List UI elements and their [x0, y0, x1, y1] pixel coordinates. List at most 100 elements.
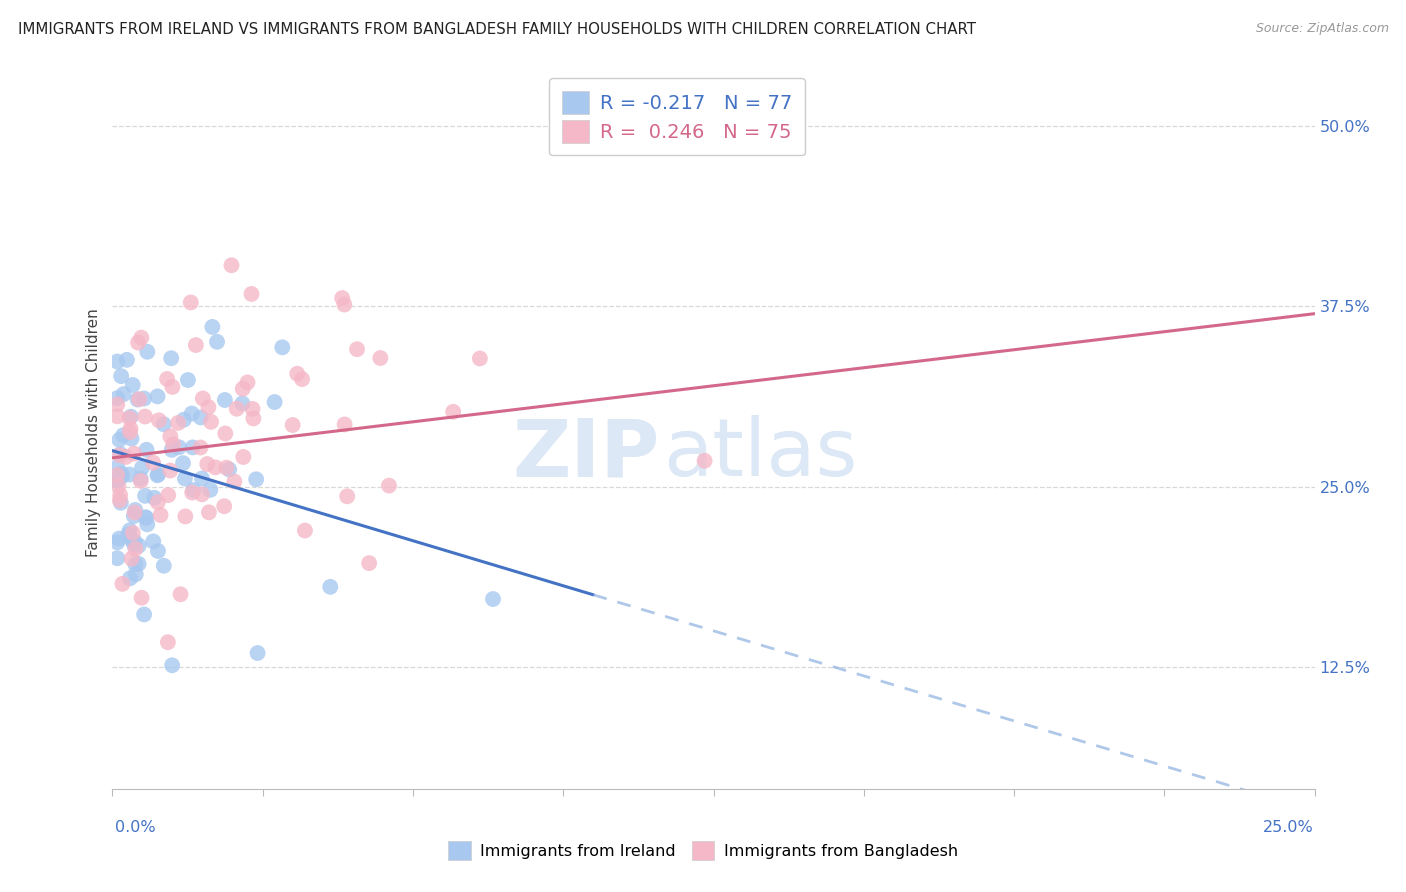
Point [134, 510, 156, 524]
Point [121, 551, 143, 566]
Point [118, 571, 141, 585]
Text: atlas: atlas [664, 415, 858, 493]
Point [200, 415, 222, 429]
Point [693, 454, 716, 468]
Point [336, 489, 359, 503]
Point [330, 291, 353, 305]
Point [108, 448, 131, 462]
Point [121, 378, 143, 392]
Point [240, 287, 263, 301]
Point [108, 532, 131, 546]
Point [118, 467, 141, 482]
Point [134, 409, 156, 424]
Point [242, 401, 264, 416]
Point [152, 417, 174, 432]
Point [159, 464, 181, 478]
Point [115, 450, 138, 464]
Point [160, 442, 183, 457]
Point [174, 509, 197, 524]
Point [191, 487, 214, 501]
Point [121, 533, 143, 548]
Point [118, 524, 141, 538]
Point [197, 400, 219, 414]
Point [205, 334, 228, 349]
Point [108, 488, 131, 502]
Point [224, 475, 246, 489]
Point [146, 389, 169, 403]
Point [105, 475, 128, 489]
Point [191, 392, 214, 406]
Point [135, 442, 157, 457]
Text: 0.0%: 0.0% [115, 821, 156, 835]
Text: ZIP: ZIP [512, 415, 659, 493]
Point [120, 425, 142, 440]
Point [146, 544, 169, 558]
Point [124, 534, 146, 549]
Point [271, 340, 294, 354]
Point [111, 469, 134, 483]
Point [105, 467, 128, 482]
Point [146, 495, 169, 509]
Point [142, 534, 165, 549]
Point [157, 488, 180, 502]
Point [231, 396, 253, 410]
Point [118, 411, 141, 425]
Point [110, 467, 132, 481]
Point [136, 344, 159, 359]
Point [177, 373, 200, 387]
Point [285, 367, 308, 381]
Point [291, 372, 314, 386]
Point [105, 397, 128, 411]
Point [142, 456, 165, 470]
Point [110, 369, 132, 384]
Point [105, 409, 128, 424]
Point [482, 592, 505, 607]
Point [190, 410, 212, 425]
Point [246, 646, 269, 660]
Point [215, 460, 238, 475]
Point [181, 441, 204, 455]
Point [167, 440, 190, 454]
Point [214, 426, 236, 441]
Text: IMMIGRANTS FROM IRELAND VS IMMIGRANTS FROM BANGLADESH FAMILY HOUSEHOLDS WITH CHI: IMMIGRANTS FROM IRELAND VS IMMIGRANTS FR… [18, 22, 976, 37]
Point [120, 422, 142, 436]
Point [200, 483, 222, 497]
Legend: Immigrants from Ireland, Immigrants from Bangladesh: Immigrants from Ireland, Immigrants from… [441, 835, 965, 866]
Point [281, 417, 304, 432]
Point [105, 535, 128, 549]
Point [127, 392, 149, 407]
Point [180, 295, 202, 310]
Text: 25.0%: 25.0% [1263, 821, 1313, 835]
Point [468, 351, 491, 366]
Point [134, 392, 156, 406]
Point [214, 392, 236, 407]
Point [245, 472, 267, 486]
Point [198, 505, 221, 519]
Point [131, 591, 153, 605]
Point [115, 352, 138, 367]
Point [174, 471, 197, 485]
Point [128, 557, 150, 571]
Point [107, 473, 129, 487]
Point [111, 577, 134, 591]
Point [191, 471, 214, 485]
Point [218, 462, 240, 476]
Point [117, 527, 139, 541]
Point [162, 437, 184, 451]
Point [195, 457, 218, 471]
Point [181, 485, 204, 500]
Point [129, 472, 152, 486]
Point [131, 331, 153, 345]
Point [122, 525, 145, 540]
Point [127, 335, 149, 350]
Point [146, 467, 169, 482]
Point [156, 635, 179, 649]
Point [232, 382, 254, 396]
Point [160, 351, 183, 366]
Point [120, 409, 142, 424]
Point [232, 450, 254, 464]
Point [122, 509, 145, 524]
Point [319, 580, 342, 594]
Legend: R = -0.217   N = 77, R =  0.246   N = 75: R = -0.217 N = 77, R = 0.246 N = 75 [548, 78, 806, 155]
Point [112, 387, 135, 401]
